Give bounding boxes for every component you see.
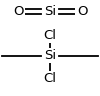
Text: O: O	[13, 5, 23, 18]
Text: Si: Si	[44, 5, 56, 18]
Text: Cl: Cl	[44, 29, 56, 42]
Text: O: O	[77, 5, 87, 18]
Text: Si: Si	[44, 49, 56, 62]
Text: Cl: Cl	[44, 72, 56, 85]
